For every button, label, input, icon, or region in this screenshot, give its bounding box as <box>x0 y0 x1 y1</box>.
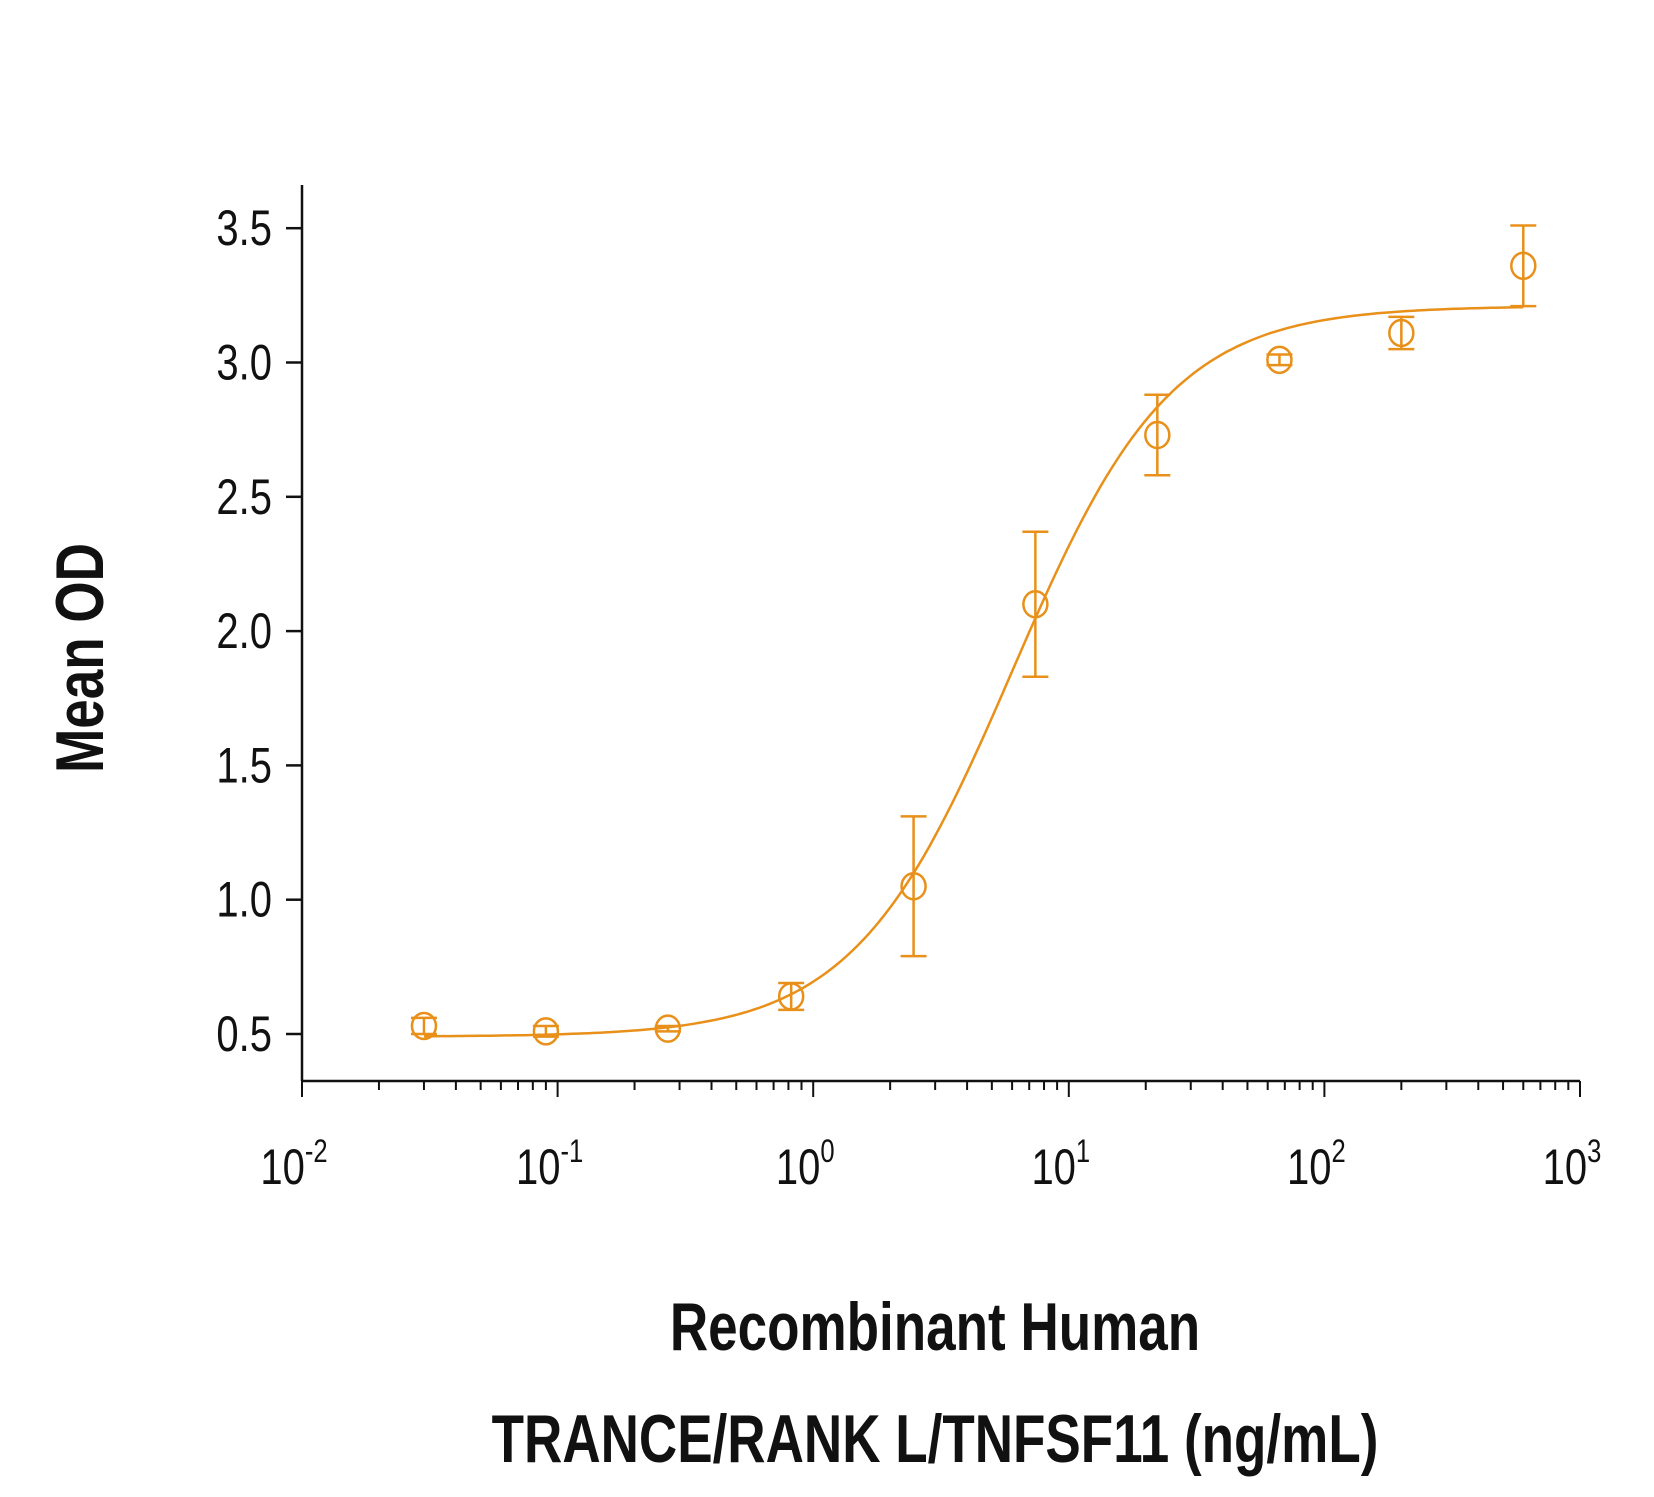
x-axis-title-line2: TRANCE/RANK L/TNFSF11 (ng/mL) <box>492 1401 1379 1477</box>
y-tick-label: 3.5 <box>216 200 272 256</box>
data-point <box>1022 589 1049 619</box>
data-point <box>654 1014 682 1043</box>
x-tick-label: 101 <box>1031 1134 1090 1195</box>
y-axis-title: Mean OD <box>42 543 118 773</box>
y-tick-label: 0.5 <box>216 1006 272 1062</box>
x-tick-label: 102 <box>1287 1134 1346 1195</box>
y-tick-label: 1.0 <box>216 871 272 927</box>
axes: 0.5 1.0 1.5 2.0 2.5 3.0 3.5 10-2 10-1 100 101 102 10… <box>216 185 1601 1195</box>
data-point <box>1388 318 1415 348</box>
data-point <box>900 872 927 901</box>
data-point <box>777 982 805 1011</box>
x-axis-title-line1: Recombinant Human <box>670 1289 1200 1365</box>
fit-curve <box>424 306 1524 1038</box>
x-tick-label: 10-1 <box>516 1134 583 1195</box>
data-point <box>532 1017 560 1046</box>
data-marks <box>410 224 1537 1046</box>
data-point <box>1144 420 1171 450</box>
y-tick-label: 3.0 <box>216 334 272 390</box>
y-tick-label: 2.5 <box>216 469 272 525</box>
x-tick-label: 100 <box>776 1134 835 1195</box>
data-point <box>1266 345 1293 375</box>
y-tick-label: 2.0 <box>216 603 272 659</box>
x-tick-label: 10-2 <box>260 1134 327 1195</box>
data-point <box>410 1011 438 1041</box>
data-point <box>1510 251 1537 281</box>
x-tick-label: 103 <box>1543 1134 1602 1195</box>
y-tick-label: 1.5 <box>216 737 272 793</box>
